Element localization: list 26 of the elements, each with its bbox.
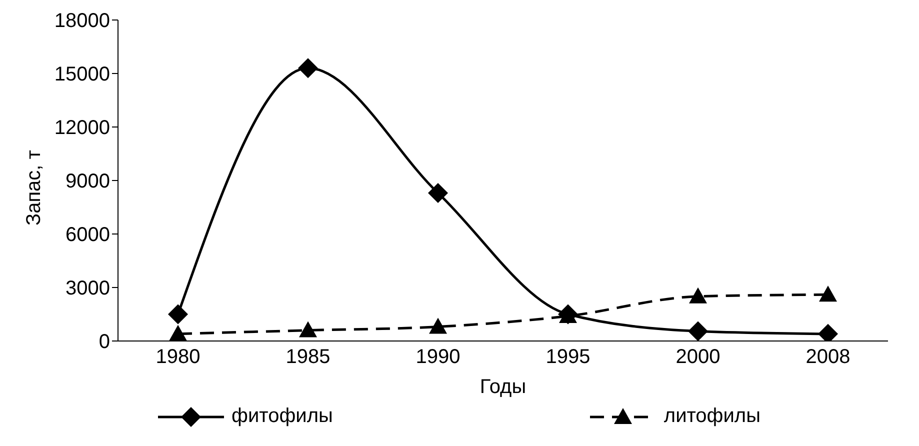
x-tick-label: 1995 [546, 346, 590, 368]
point [299, 321, 317, 338]
y-axis-title: Запас, т [23, 150, 46, 226]
y-tick-label: 3000 [66, 278, 110, 300]
point [429, 318, 447, 334]
point [688, 321, 708, 341]
x-tick-label: 2000 [676, 346, 720, 368]
point [689, 287, 707, 304]
y-tick-label: 12000 [54, 117, 110, 140]
legend-label: фитофилы [232, 405, 333, 428]
x-tick-label: 1990 [416, 346, 460, 368]
point [428, 182, 448, 203]
point [819, 286, 837, 302]
x-axis-title: Годы [480, 376, 526, 398]
y-tick-label: 6000 [66, 224, 110, 246]
point [169, 324, 187, 341]
x-tick-label: 2008 [806, 346, 850, 368]
y-tick-label: 15000 [54, 64, 110, 86]
x-tick-label: 1980 [156, 346, 200, 368]
y-tick-label: 0 [98, 331, 110, 354]
point [168, 304, 188, 324]
legend-label: литофилы [664, 405, 760, 428]
y-tick-label: 18000 [54, 10, 110, 32]
x-tick-label: 1985 [286, 346, 330, 368]
point [298, 58, 318, 78]
y-tick-label: 9000 [66, 170, 110, 193]
